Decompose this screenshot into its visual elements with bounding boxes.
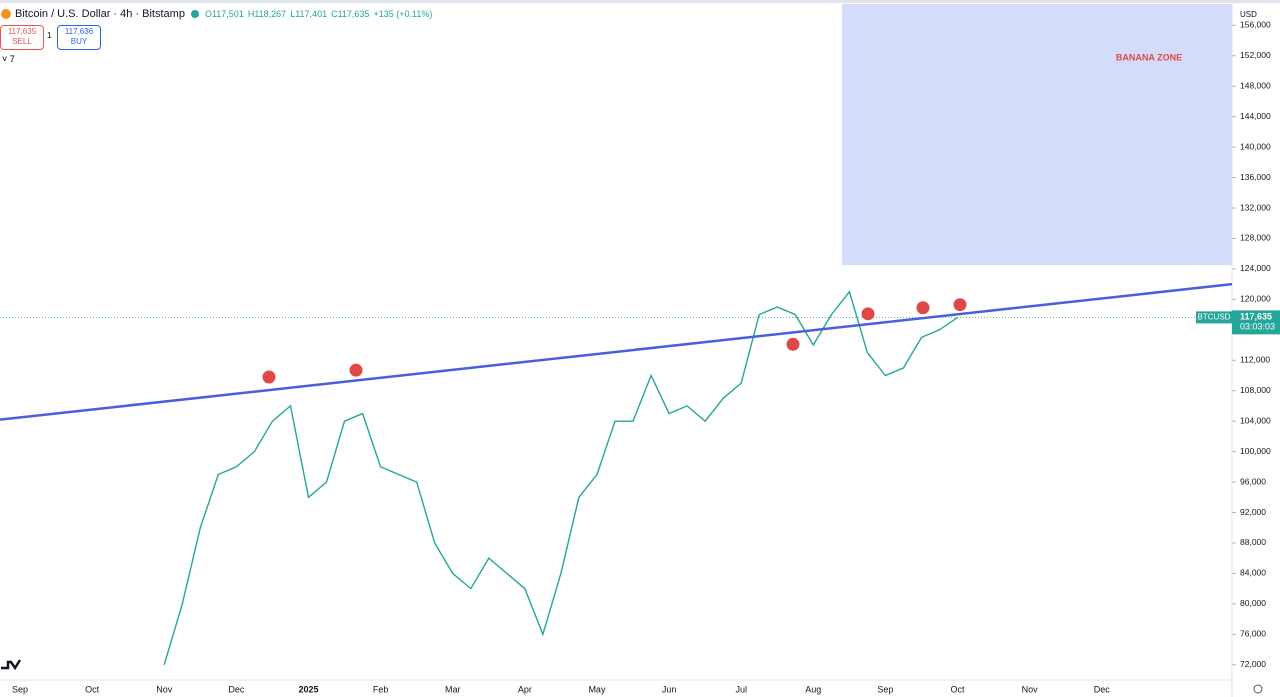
symbol-tag <box>1196 311 1232 324</box>
y-tick-label: 96,000 <box>1240 476 1266 486</box>
y-tick-label: 104,000 <box>1240 415 1271 425</box>
x-tick-label: Feb <box>373 684 389 694</box>
x-tick-label: Mar <box>445 684 461 694</box>
marker <box>786 337 800 351</box>
marker <box>953 298 967 312</box>
y-tick-label: 80,000 <box>1240 598 1266 608</box>
x-tick-label: Aug <box>805 684 821 694</box>
status <box>190 10 199 18</box>
symbol: Bitcoin / U.S. Dollar · 4h · Bitstamp <box>15 8 185 20</box>
header: Bitcoin / U.S. Dollar · 4h · Bitstamp O1… <box>0 8 432 20</box>
x-tick-label: Sep <box>12 684 28 694</box>
y-tick-label: 72,000 <box>1240 659 1266 669</box>
countdown: 03:03:03 <box>1240 322 1275 332</box>
ohlc: +135 (+0.11%) <box>373 9 433 19</box>
y-tick-label: 156,000 <box>1240 20 1271 30</box>
zone-label: BANANA ZONE <box>1116 52 1182 62</box>
y-tick-label: 100,000 <box>1240 446 1271 456</box>
x-tick-label: Jul <box>735 684 747 694</box>
y-tick-label: 152,000 <box>1240 50 1271 60</box>
ohlc: L117,401 <box>290 9 328 19</box>
price-tag <box>1232 310 1280 335</box>
logo <box>1 659 22 671</box>
x-tick-label: Nov <box>1022 684 1039 694</box>
y-tick-label: 144,000 <box>1240 111 1271 121</box>
ohlc: C117,635 <box>331 9 370 19</box>
y-tick-label: 84,000 <box>1240 568 1266 578</box>
trendline <box>0 282 1233 421</box>
y-tick-label: 88,000 <box>1240 537 1266 547</box>
marker <box>349 363 363 377</box>
indicators-toggle[interactable]: ˅ 7 <box>2 54 15 64</box>
currency: USD <box>1240 10 1257 19</box>
x-tick-label: Oct <box>951 684 966 694</box>
y-tick-label: 140,000 <box>1240 141 1271 151</box>
marker <box>916 301 930 315</box>
ohlc: O117,501 <box>204 9 244 19</box>
sell-button[interactable]: 117,635 SELL <box>0 25 44 50</box>
x-tick-label: Apr <box>518 684 532 694</box>
y-tick-label: 136,000 <box>1240 172 1271 182</box>
buy-label: BUY <box>70 37 88 46</box>
x-tick-label: Oct <box>85 684 100 694</box>
y-tick-label: 92,000 <box>1240 507 1266 517</box>
price-label: 117,635 <box>1240 312 1272 322</box>
buy-price: 117,636 <box>64 27 94 36</box>
price-line <box>163 290 958 665</box>
y-tick-label: 128,000 <box>1240 233 1271 243</box>
y-tick-label: 76,000 <box>1240 629 1266 639</box>
y-tick-label: 124,000 <box>1240 263 1271 273</box>
x-tick-label: Dec <box>228 684 245 694</box>
x-tick-label: Sep <box>877 684 893 694</box>
y-tick-label: 108,000 <box>1240 385 1271 395</box>
buy-button[interactable]: 117,636 BUY <box>57 25 101 50</box>
sell-price: 117,635 <box>7 27 37 36</box>
marker <box>262 370 276 384</box>
x-tick-label: Dec <box>1094 684 1111 694</box>
marker <box>861 307 875 321</box>
y-tick-label: 120,000 <box>1240 294 1271 304</box>
y-tick-label: 112,000 <box>1240 355 1270 365</box>
y-tick-label: 148,000 <box>1240 80 1271 90</box>
coin-icon <box>1 9 11 19</box>
ohlc: H118,267 <box>247 9 287 19</box>
x-tick-label: 2025 <box>298 684 318 694</box>
indicators-count: 7 <box>9 54 15 64</box>
symbol-label: BTCUSD <box>1198 312 1231 321</box>
x-tick-label: May <box>588 684 606 694</box>
x-tick-label: Jun <box>662 684 677 694</box>
top-border <box>0 0 1280 3</box>
x-tick-label: Nov <box>156 684 173 694</box>
settings-icon[interactable] <box>1253 684 1263 694</box>
sell-label: SELL <box>12 37 32 46</box>
banana-zone <box>842 4 1232 266</box>
spread: 1 <box>47 31 52 40</box>
y-tick-label: 132,000 <box>1240 202 1271 212</box>
